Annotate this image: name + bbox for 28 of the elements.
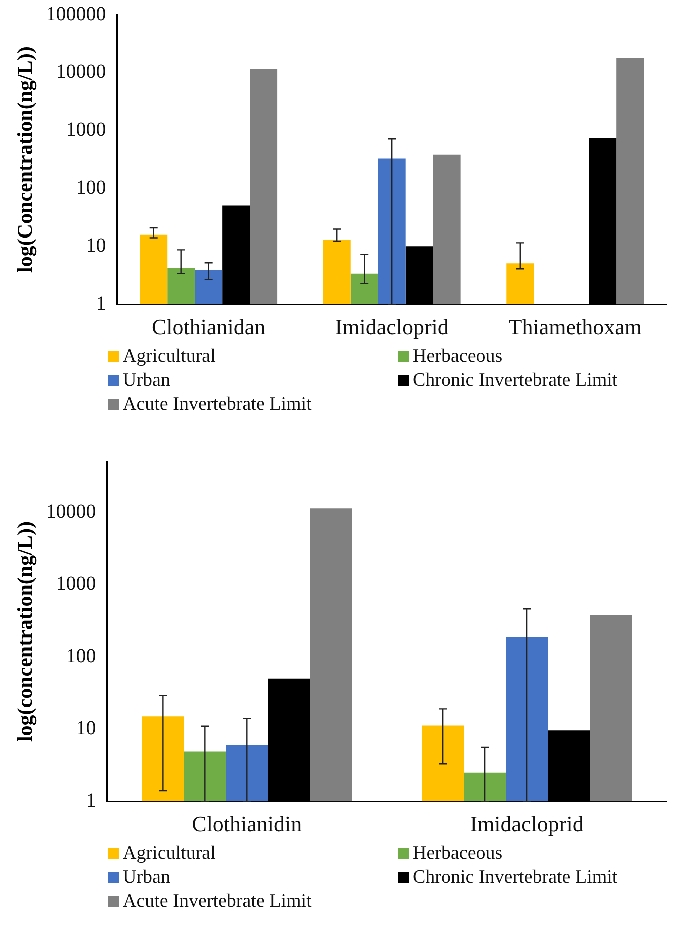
x-tick-label: Clothianidan — [152, 314, 266, 340]
y-tick-label: 100 — [66, 645, 96, 668]
legend-label: Herbaceous — [413, 843, 503, 864]
x-tick-label: Imidacloprid — [335, 314, 449, 340]
legend-label: Acute Invertebrate Limit — [123, 394, 312, 415]
x-tick-label: Clothianidin — [192, 812, 302, 837]
legend-label: Agricultural — [123, 843, 216, 864]
legend-label: Chronic Invertebrate Limit — [413, 867, 618, 888]
y-tick-label: 1000 — [66, 119, 106, 142]
x-tick-label: Thiamethoxam — [508, 314, 642, 340]
y-tick-label: 1 — [86, 790, 96, 812]
y-tick-label: 100000 — [46, 3, 106, 26]
y-tick-label: 10000 — [46, 500, 96, 523]
legend-label: Acute Invertebrate Limit — [123, 891, 312, 912]
y-tick-label: 10000 — [56, 61, 106, 84]
legend-label: Urban — [123, 370, 170, 391]
y-tick-label: 10 — [76, 718, 96, 740]
x-tick-label: Imidacloprid — [470, 812, 584, 837]
legend-label: Chronic Invertebrate Limit — [413, 370, 618, 391]
y-tick-label: 1 — [96, 292, 106, 315]
y-tick-label: 10 — [86, 234, 106, 257]
legend-label: Herbaceous — [413, 346, 503, 367]
y-tick-label: 1000 — [56, 573, 96, 596]
legend-label: Agricultural — [123, 346, 216, 367]
legend-label: Urban — [123, 867, 170, 888]
y-axis-title: log(concentration(ng/L)) — [13, 522, 38, 742]
y-axis-title: log(Concentration(ng/L)) — [13, 46, 38, 273]
y-tick-label: 100 — [76, 177, 106, 200]
